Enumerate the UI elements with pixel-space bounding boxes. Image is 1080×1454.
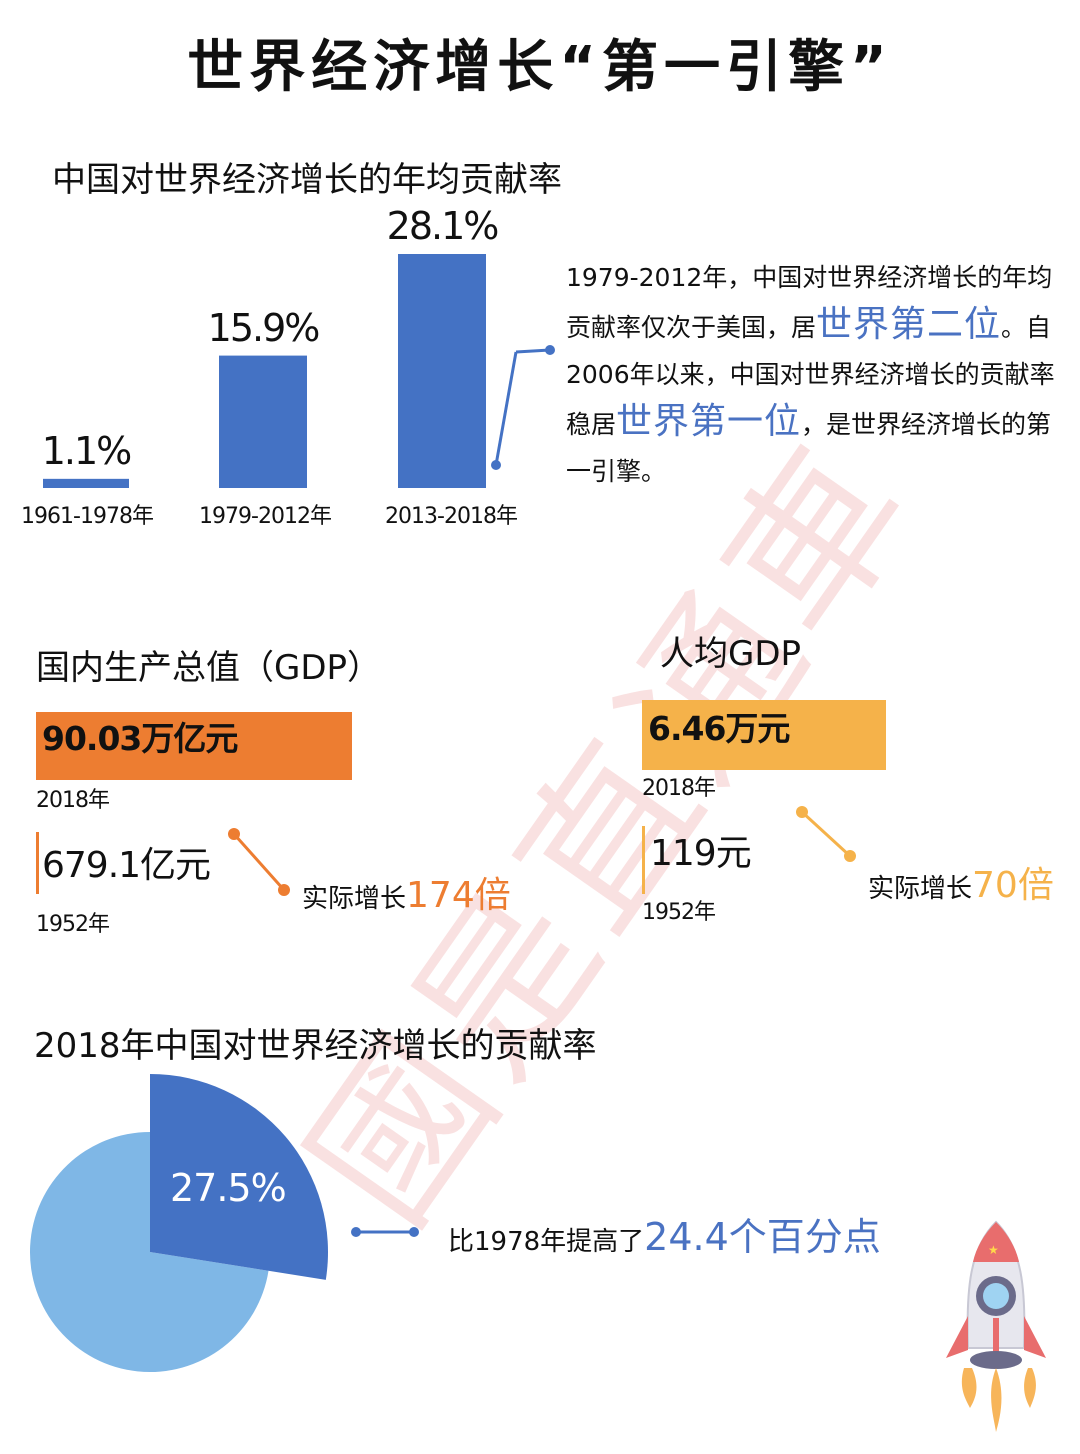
contribution-note: 1979-2012年，中国对世界经济增长的年均贡献率仅次于美国，居世界第二位。自… [566, 254, 1066, 495]
bar-value-label-1979-2012: 15.9% [207, 305, 321, 350]
share-connector-dot-start [351, 1227, 361, 1237]
bar-category-1979-2012: 1979-2012年 [199, 504, 332, 529]
per-capita-growth-dot-end [844, 850, 856, 862]
per-capita-growth-text: 实际增长70倍 [868, 856, 1054, 908]
page-title: 世界经济增长“第一引擎” [187, 35, 893, 100]
per-capita-growth-value: 70倍 [972, 865, 1054, 906]
share-title: 2018年中国对世界经济增长的贡献率 [34, 1026, 597, 1066]
note-highlight-first: 世界第一位 [616, 401, 802, 442]
gdp-growth-text: 实际增长174倍 [302, 866, 511, 918]
share-comparison-value: 24.4个百分点 [644, 1215, 881, 1259]
note-text-part-3: ，是世界经济增长的第一引擎。 [566, 410, 1052, 486]
gdp-title: 国内生产总值（GDP） [36, 648, 382, 688]
per-capita-2018-value: 6.46万元 [648, 709, 790, 748]
contribution-chart-title: 中国对世界经济增长的年均贡献率 [52, 160, 562, 200]
note-connector-dot-start [491, 460, 501, 470]
note-connector-dot-end [545, 345, 555, 355]
bar-1961-1978 [43, 478, 129, 488]
gdp-growth-connector-line [232, 833, 286, 891]
pie-slice-china-label: 27.5% [170, 1166, 287, 1210]
bar-1979-2012 [219, 355, 307, 488]
gdp-1952-year: 1952年 [36, 912, 110, 937]
note-connector-line [494, 351, 518, 466]
pie-slice-rest [30, 1132, 269, 1372]
per-capita-growth-connector [796, 806, 856, 862]
gdp-1952-value: 679.1亿元 [42, 845, 211, 886]
share-pie-chart [30, 1074, 328, 1372]
note-connector-tail [515, 348, 551, 354]
share-comparison-prefix: 比1978年提高了 [448, 1227, 645, 1257]
gdp-2018-year: 2018年 [36, 788, 110, 813]
share-connector-dot-end [409, 1227, 419, 1237]
per-capita-2018-year: 2018年 [642, 776, 716, 801]
note-text-part-1: 1979-2012年，中国对世界经济增长的年均贡献率仅次于美国，居 [566, 263, 1053, 342]
note-highlight-second: 世界第二位 [816, 304, 1002, 345]
share-comparison: 比1978年提高了24.4个百分点 [448, 1206, 881, 1261]
gdp-growth-dot-start [228, 828, 240, 840]
per-capita-growth-prefix: 实际增长 [868, 874, 973, 904]
bar-value-label-2013-2018: 28.1% [386, 204, 500, 248]
gdp-2018-value: 90.03万亿元 [42, 719, 238, 758]
per-capita-2018-bar [642, 700, 886, 770]
note-text-part-2: 。自2006年以来，中国对世界经济增长的贡献率稳居 [566, 313, 1055, 439]
per-capita-growth-dot-start [796, 806, 808, 818]
pie-slice-china [150, 1074, 328, 1280]
contribution-bar-chart [43, 254, 486, 488]
note-connector [491, 345, 555, 470]
gdp-growth-value: 174倍 [406, 875, 511, 916]
per-capita-growth-connector-line [800, 810, 852, 858]
gdp-growth-prefix: 实际增长 [302, 884, 407, 914]
bar-category-2013-2018: 2013-2018年 [385, 504, 518, 529]
svg-text:★: ★ [988, 1243, 999, 1257]
bar-value-label-1961-1978: 1.1% [41, 428, 133, 473]
gdp-2018-bar [36, 712, 352, 780]
per-capita-1952-year: 1952年 [642, 900, 716, 925]
per-capita-1952-bar [642, 826, 645, 894]
gdp-growth-dot-end [278, 884, 290, 896]
rocket-icon: ★ [946, 1220, 1046, 1432]
bar-2013-2018 [398, 254, 486, 488]
per-capita-title: 人均GDP [660, 634, 802, 674]
share-connector [351, 1227, 419, 1237]
gdp-growth-connector [228, 828, 290, 896]
gdp-1952-bar [36, 832, 39, 894]
per-capita-1952-value: 119元 [650, 833, 752, 874]
bar-category-1961-1978: 1961-1978年 [21, 504, 154, 529]
